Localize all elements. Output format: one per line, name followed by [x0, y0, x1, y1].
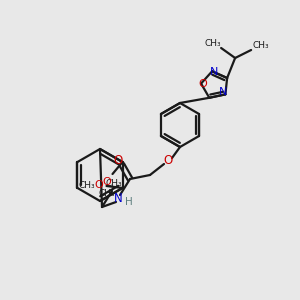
- Text: N: N: [114, 193, 122, 206]
- Text: CH₃: CH₃: [78, 181, 95, 190]
- Text: O: O: [164, 154, 172, 166]
- Text: CH₃: CH₃: [205, 40, 221, 49]
- Text: CH₃: CH₃: [253, 41, 269, 50]
- Text: N: N: [219, 87, 228, 98]
- Text: O: O: [199, 79, 208, 88]
- Text: H: H: [125, 197, 133, 207]
- Text: CH₃: CH₃: [106, 179, 122, 188]
- Text: N: N: [210, 67, 218, 77]
- Text: O: O: [113, 154, 123, 166]
- Text: CH₃: CH₃: [98, 190, 115, 199]
- Text: O: O: [94, 180, 103, 190]
- Text: O: O: [102, 177, 111, 187]
